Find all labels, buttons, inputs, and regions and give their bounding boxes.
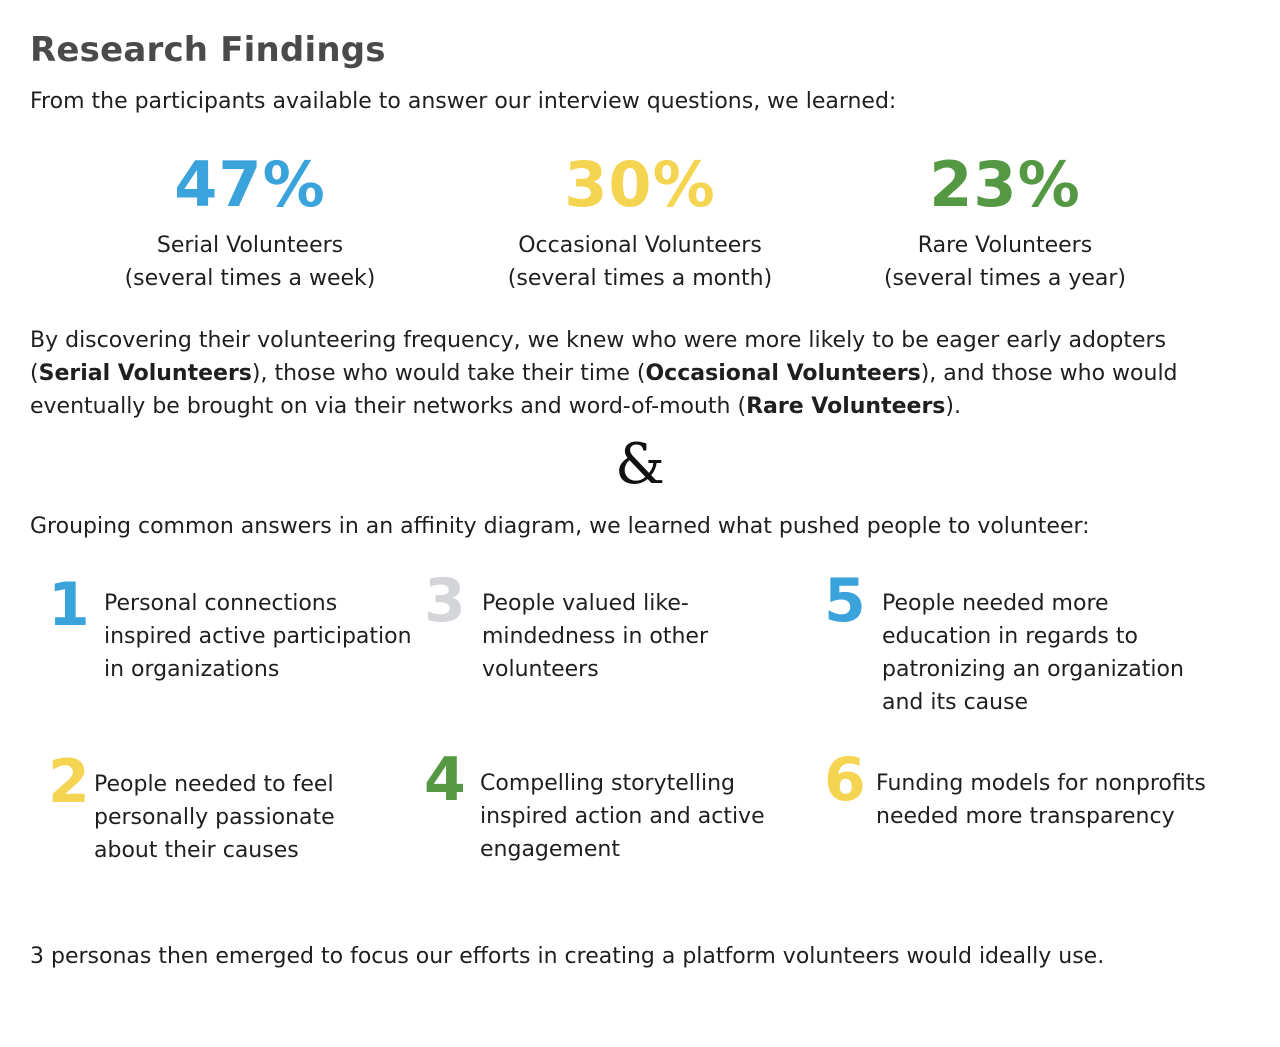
- finding-line: Compelling storytelling: [480, 771, 736, 796]
- conclusion-text: 3 personas then emerged to focus our eff…: [30, 944, 1105, 969]
- finding-line: People needed more: [882, 591, 1109, 616]
- bold-term-rare: Rare Volunteers: [746, 394, 946, 419]
- stat-sublabel: (several times a month): [507, 266, 773, 291]
- finding-text: Funding models for nonprofits needed mor…: [876, 767, 1206, 833]
- stat-value: 23%: [929, 148, 1081, 221]
- bold-term-occasional: Occasional Volunteers: [645, 361, 921, 386]
- finding-line: inspired active participation: [104, 624, 412, 649]
- finding-line: mindedness in other: [482, 624, 709, 649]
- page-title: Research Findings: [30, 30, 386, 70]
- finding-number: 1: [48, 570, 90, 640]
- intro-text: From the participants available to answe…: [30, 89, 897, 114]
- finding-line: and its cause: [882, 690, 1029, 715]
- finding-line: Personal connections: [104, 591, 338, 616]
- finding-text: People needed more education in regards …: [882, 587, 1184, 719]
- finding-line: engagement: [480, 837, 620, 862]
- frequency-paragraph: By discovering their volunteering freque…: [30, 324, 1230, 423]
- finding-line: People needed to feel: [94, 772, 334, 797]
- finding-line: in organizations: [104, 657, 280, 682]
- finding-text: People needed to feel personally passion…: [94, 768, 335, 867]
- paragraph-text: ).: [945, 394, 961, 419]
- stat-sublabel: (several times a year): [883, 266, 1127, 291]
- stat-serial-volunteers: 47% Serial Volunteers (several times a w…: [50, 145, 450, 295]
- paragraph-text: eventually be brought on via their netwo…: [30, 394, 747, 419]
- finding-line: inspired action and active: [480, 804, 765, 829]
- finding-number: 4: [424, 745, 466, 815]
- stat-label: Rare Volunteers: [917, 233, 1093, 258]
- ampersand-divider: &: [615, 432, 665, 497]
- finding-line: patronizing an organization: [882, 657, 1184, 682]
- paragraph-text: ), and those who would: [920, 361, 1178, 386]
- paragraph-line: eventually be brought on via their netwo…: [30, 390, 1230, 423]
- stat-sublabel: (several times a week): [124, 266, 376, 291]
- finding-line: People valued like-: [482, 591, 689, 616]
- paragraph-text: ), those who would take their time (: [251, 361, 646, 386]
- finding-line: needed more transparency: [876, 804, 1175, 829]
- stat-rare-volunteers: 23% Rare Volunteers (several times a yea…: [805, 145, 1205, 295]
- finding-text: Compelling storytelling inspired action …: [480, 767, 765, 866]
- finding-number: 5: [824, 566, 866, 636]
- finding-line: education in regards to: [882, 624, 1138, 649]
- stat-value: 47%: [174, 148, 326, 221]
- finding-text: Personal connections inspired active par…: [104, 587, 412, 686]
- finding-number: 2: [48, 747, 90, 817]
- paragraph-line: By discovering their volunteering freque…: [30, 324, 1230, 357]
- affinity-intro-text: Grouping common answers in an affinity d…: [30, 514, 1090, 539]
- finding-number: 3: [424, 566, 466, 636]
- paragraph-line: (Serial Volunteers), those who would tak…: [30, 357, 1230, 390]
- stat-label: Serial Volunteers: [156, 233, 344, 258]
- finding-line: Funding models for nonprofits: [876, 771, 1206, 796]
- finding-line: about their causes: [94, 838, 299, 863]
- finding-line: personally passionate: [94, 805, 335, 830]
- stat-label: Occasional Volunteers: [518, 233, 762, 258]
- stat-value: 30%: [564, 148, 716, 221]
- finding-number: 6: [824, 745, 866, 815]
- finding-text: People valued like- mindedness in other …: [482, 587, 708, 686]
- paragraph-text: By discovering their volunteering freque…: [30, 328, 1167, 353]
- finding-line: volunteers: [482, 657, 599, 682]
- paragraph-text: (: [30, 361, 39, 386]
- stat-occasional-volunteers: 30% Occasional Volunteers (several times…: [440, 145, 840, 295]
- bold-term-serial: Serial Volunteers: [38, 361, 252, 386]
